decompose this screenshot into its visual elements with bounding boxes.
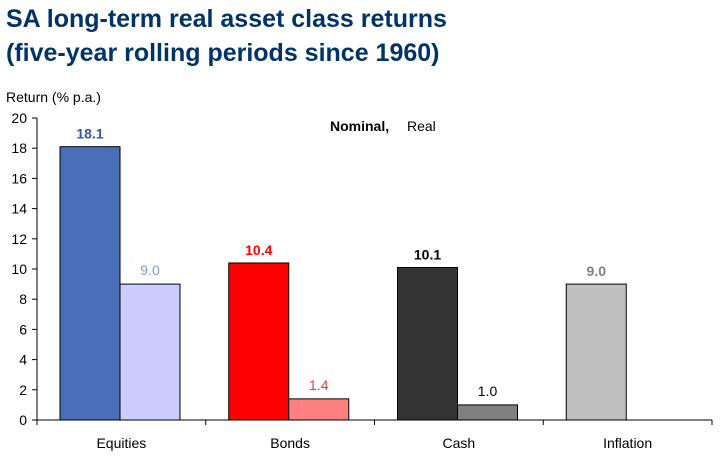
bar-real-bonds <box>288 398 350 421</box>
legend-real: Real <box>407 118 436 134</box>
y-tick-label: 6 <box>19 321 27 337</box>
data-label-nominal-equities: 18.1 <box>76 126 103 142</box>
legend-nominal: Nominal, <box>330 118 389 134</box>
y-tick-label: 12 <box>11 231 27 247</box>
y-tick-label: 2 <box>19 382 27 398</box>
y-tick-label: 8 <box>19 291 27 307</box>
bar-nominal-cash <box>397 266 458 421</box>
y-tick-label: 16 <box>11 170 27 186</box>
x-tick-label-inflation: Inflation <box>603 435 652 451</box>
data-label-nominal-bonds: 10.4 <box>245 242 272 258</box>
bar-real-equities <box>119 283 181 421</box>
bar-nominal-bonds <box>228 262 290 421</box>
data-label-real-bonds: 1.4 <box>309 377 329 393</box>
data-label-nominal-cash: 10.1 <box>414 246 441 262</box>
bar-nominal-inflation <box>565 283 627 421</box>
x-tick-label-equities: Equities <box>96 435 146 451</box>
y-tick-label: 4 <box>19 352 27 368</box>
x-tick-label-bonds: Bonds <box>270 435 310 451</box>
title-line-2: (five-year rolling periods since 1960) <box>6 39 440 67</box>
x-tick-label-cash: Cash <box>443 435 476 451</box>
chart-title: SA long-term real asset class returns (f… <box>6 2 447 70</box>
title-line-1: SA long-term real asset class returns <box>6 5 447 33</box>
bar-nominal-equities <box>59 146 121 421</box>
y-tick-label: 0 <box>19 412 27 428</box>
data-label-real-equities: 9.0 <box>140 262 160 278</box>
y-tick-label: 10 <box>11 261 27 277</box>
y-tick-label: 14 <box>11 201 27 217</box>
data-label-real-cash: 1.0 <box>478 383 498 399</box>
bar-real-cash <box>457 404 518 421</box>
data-label-nominal-inflation: 9.0 <box>587 263 607 279</box>
y-tick-label: 18 <box>11 140 27 156</box>
y-axis-label: Return (% p.a.) <box>6 89 101 105</box>
y-tick-label: 20 <box>11 110 27 126</box>
